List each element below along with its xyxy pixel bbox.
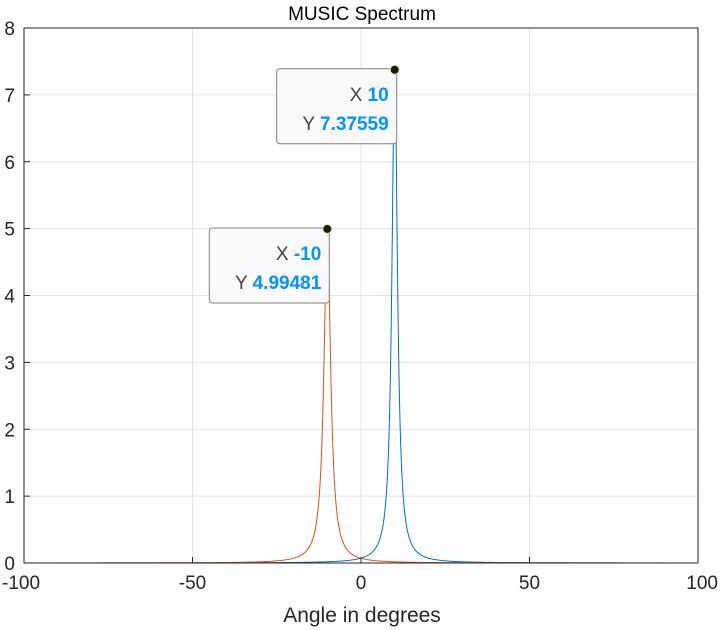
datatip-y-0: Y 7.37559 [302, 114, 388, 135]
datatip-0[interactable]: X 10 Y 7.37559 [276, 64, 400, 145]
datatip-y-value-0: 7.37559 [320, 114, 389, 135]
datatip-y-label-1: Y [235, 273, 253, 294]
y-tick-label-8: 8 [4, 19, 15, 40]
y-tick-label-3: 3 [4, 353, 15, 374]
datatip-box-0 [276, 68, 398, 145]
datatip-x-value-0: 10 [368, 85, 389, 106]
x-tick-label-1: -50 [179, 573, 206, 594]
tick-labels: -100 -50 0 50 100 0 1 2 3 4 5 6 7 8 [2, 19, 718, 594]
datatip-y-value-1: 4.99481 [253, 273, 322, 294]
x-axis-label: Angle in degrees [283, 604, 441, 627]
datatip-x-label-1: X [276, 244, 294, 265]
datatip-marker-0[interactable] [389, 64, 400, 75]
datatip-x-1: X -10 [276, 244, 321, 265]
x-tick-label-4: 100 [686, 573, 718, 594]
y-tick-label-0: 0 [4, 554, 15, 575]
datatip-x-0: X 10 [350, 85, 389, 106]
y-tick-label-1: 1 [4, 487, 15, 508]
datatip-marker-1[interactable] [322, 223, 333, 234]
datatip-x-value-1: -10 [294, 244, 321, 265]
x-tick-label-3: 50 [519, 573, 540, 594]
datatip-y-1: Y 4.99481 [235, 273, 322, 294]
x-tick-label-0: -100 [2, 573, 40, 594]
y-tick-label-5: 5 [4, 220, 15, 241]
y-tick-label-7: 7 [4, 86, 15, 107]
datatip-1[interactable]: X -10 Y 4.99481 [208, 223, 333, 304]
y-tick-label-4: 4 [4, 287, 15, 308]
x-tick-label-2: 0 [356, 573, 367, 594]
y-tick-label-6: 6 [4, 153, 15, 174]
axes [23, 27, 699, 564]
datatip-box-1 [208, 227, 330, 304]
chart-title: MUSIC Spectrum [288, 4, 436, 25]
datatip-x-label-0: X [350, 85, 368, 106]
y-tick-label-2: 2 [4, 420, 15, 441]
datatips[interactable]: X 10 Y 7.37559 X -10 Y 4.99481 [208, 64, 400, 304]
datatip-y-label-0: Y [302, 114, 320, 135]
